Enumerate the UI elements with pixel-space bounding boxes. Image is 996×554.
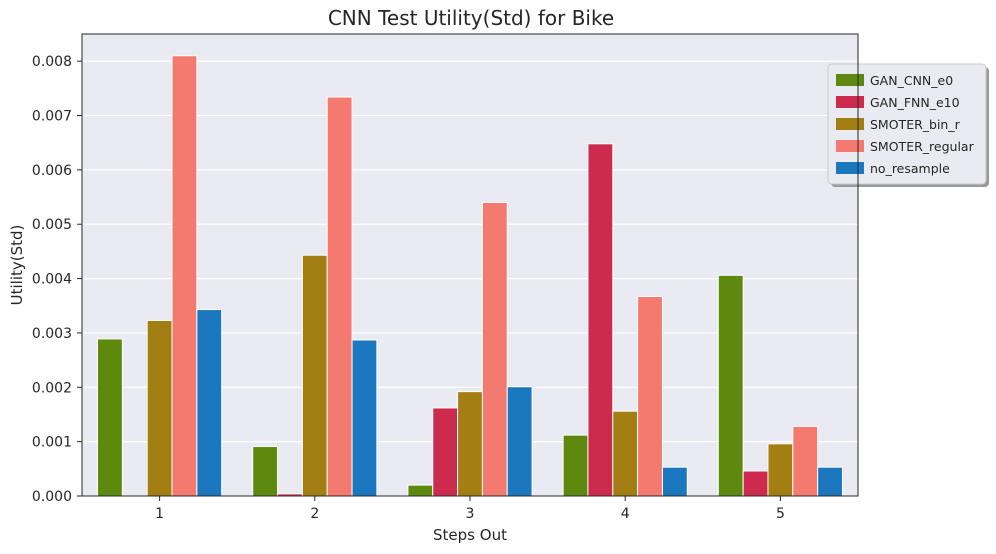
bar-smoter-regular-step-2: [326, 96, 353, 497]
x-axis: 1 2 3 4 5: [155, 496, 785, 522]
bar-no-resample-step-1: [196, 309, 223, 497]
bar-smoter-bin-r-step-2: [301, 254, 328, 497]
legend-box: [827, 63, 987, 185]
bar-smoter-bin-r-step-1: [146, 319, 173, 497]
bar-gan-cnn-e0-step-2: [252, 446, 279, 497]
y-tick-label: 0.006: [32, 163, 72, 179]
y-tick-label: 0.007: [32, 109, 72, 125]
y-tick-label: 0.008: [32, 54, 72, 70]
bars: [97, 55, 843, 497]
bar-no-resample-step-4: [661, 466, 688, 497]
bar-gan-cnn-e0-step-4: [562, 434, 589, 497]
plot-frame: [81, 33, 859, 497]
y-tick-label: 0.000: [32, 489, 72, 505]
bar-smoter-bin-r-step-4: [612, 410, 639, 497]
bar-smoter-regular-step-4: [637, 296, 663, 497]
bar-gan-cnn-e0-step-5: [717, 274, 744, 497]
y-axis: 0.000 0.001 0.002 0.003 0.004 0.005 0.006 0.007…: [32, 54, 82, 505]
bar-smoter-bin-r-step-5: [767, 443, 794, 497]
y-tick-label: 0.002: [32, 380, 72, 396]
bar-gan-fnn-e10-step-5: [742, 470, 769, 497]
legend-swatch: [836, 96, 864, 108]
x-axis-title: Steps Out: [433, 526, 507, 544]
x-tick-label: 5: [776, 506, 785, 522]
bar-smoter-regular-step-5: [792, 425, 819, 497]
x-tick-label: 3: [466, 506, 475, 522]
bar-gan-cnn-e0-step-3: [407, 484, 434, 497]
legend-label: GAN_FNN_e10: [870, 95, 960, 110]
bar-no-resample-step-3: [506, 386, 533, 497]
y-axis-title: Utility(Std): [8, 225, 26, 306]
y-tick-label: 0.005: [32, 217, 72, 233]
legend-label: no_resample: [870, 161, 950, 176]
bar-gan-fnn-e10-step-4: [587, 143, 614, 497]
legend-swatch: [836, 162, 864, 174]
legend-label: GAN_CNN_e0: [870, 73, 953, 88]
bar-gan-fnn-e10-step-3: [432, 407, 459, 497]
bar-no-resample-step-2: [351, 339, 378, 497]
y-tick-label: 0.001: [32, 435, 72, 451]
bar-gan-cnn-e0-step-1: [97, 338, 123, 497]
x-tick-label: 2: [310, 506, 319, 522]
chart-title: CNN Test Utility(Std) for Bike: [328, 6, 614, 30]
x-tick-label: 4: [621, 506, 630, 522]
legend-label: SMOTER_regular: [870, 139, 975, 154]
bar-smoter-regular-step-1: [171, 55, 198, 497]
legend-swatch: [836, 140, 864, 152]
y-tick-label: 0.004: [32, 272, 72, 288]
bar-smoter-regular-step-3: [481, 201, 508, 497]
y-tick-label: 0.003: [32, 326, 72, 342]
bar-smoter-bin-r-step-3: [457, 391, 483, 497]
legend-label: SMOTER_bin_r: [870, 117, 961, 132]
legend: GAN_CNN_e0 GAN_FNN_e10 SMOTER_bin_r SMOTER_…: [827, 63, 989, 187]
bar-no-resample-step-5: [817, 466, 843, 497]
legend-swatch: [836, 74, 864, 86]
x-tick-label: 1: [155, 506, 164, 522]
legend-swatch: [836, 118, 864, 130]
